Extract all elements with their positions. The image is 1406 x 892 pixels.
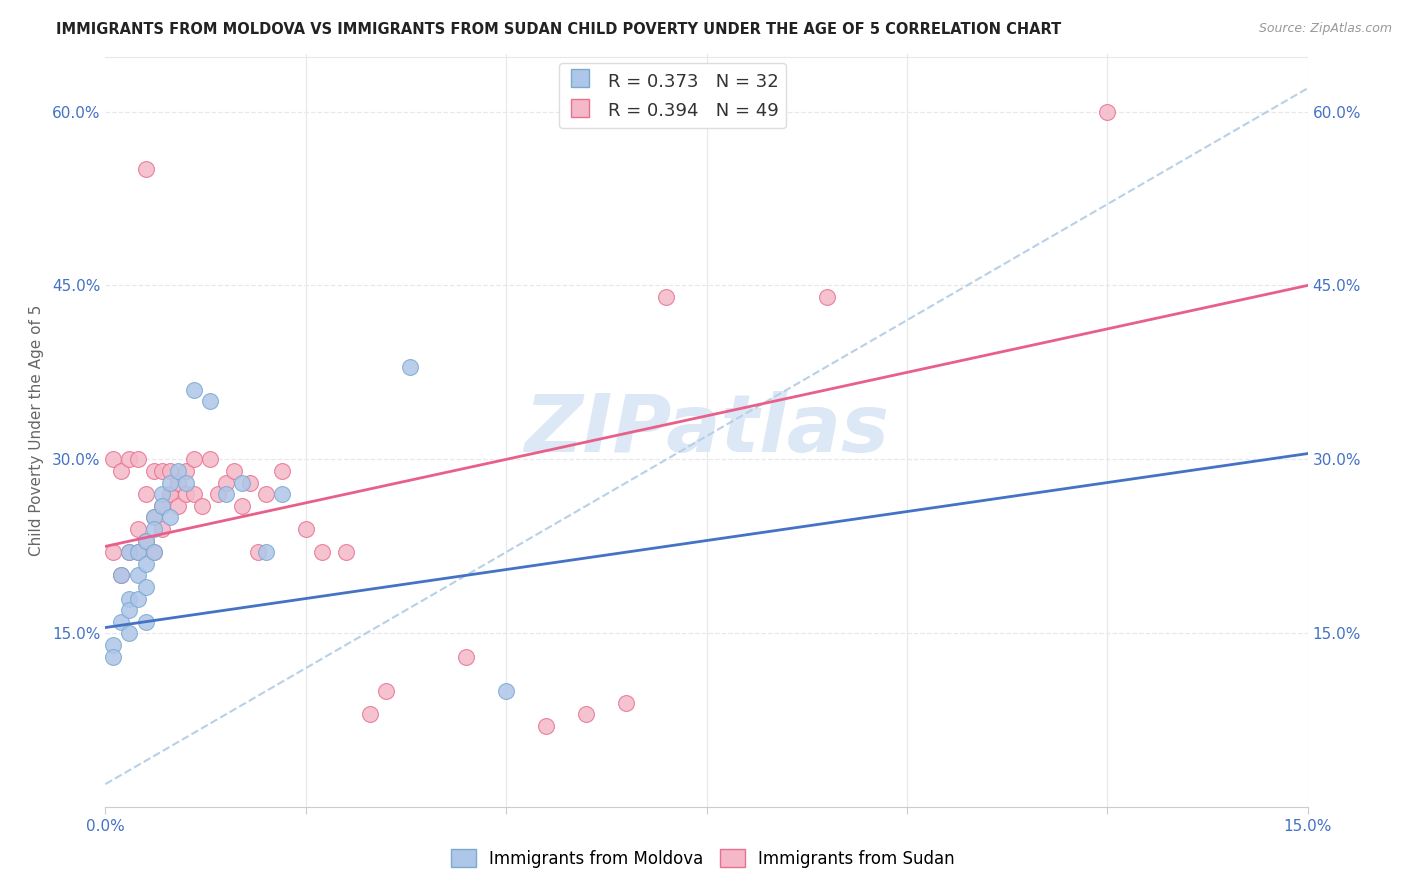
Text: Source: ZipAtlas.com: Source: ZipAtlas.com bbox=[1258, 22, 1392, 36]
Point bbox=[127, 591, 149, 606]
Point bbox=[815, 290, 838, 304]
Point bbox=[159, 464, 181, 478]
Point bbox=[110, 568, 132, 582]
Point bbox=[135, 557, 157, 571]
Point bbox=[150, 499, 173, 513]
Point bbox=[270, 487, 292, 501]
Point bbox=[359, 707, 381, 722]
Point bbox=[142, 510, 165, 524]
Point bbox=[110, 568, 132, 582]
Point bbox=[135, 533, 157, 548]
Point bbox=[127, 568, 149, 582]
Point bbox=[254, 487, 277, 501]
Text: ZIPatlas: ZIPatlas bbox=[524, 392, 889, 469]
Point bbox=[135, 487, 157, 501]
Point bbox=[118, 452, 141, 467]
Point bbox=[150, 522, 173, 536]
Point bbox=[127, 545, 149, 559]
Point bbox=[103, 545, 125, 559]
Point bbox=[183, 383, 205, 397]
Point bbox=[239, 475, 262, 490]
Point bbox=[495, 684, 517, 698]
Point bbox=[135, 615, 157, 629]
Point bbox=[190, 499, 212, 513]
Point bbox=[655, 290, 678, 304]
Point bbox=[118, 626, 141, 640]
Point bbox=[616, 696, 638, 710]
Point bbox=[118, 603, 141, 617]
Point bbox=[454, 649, 477, 664]
Point bbox=[159, 510, 181, 524]
Point bbox=[142, 510, 165, 524]
Point bbox=[174, 464, 197, 478]
Point bbox=[174, 475, 197, 490]
Point bbox=[183, 487, 205, 501]
Point bbox=[110, 615, 132, 629]
Point bbox=[166, 499, 188, 513]
Point bbox=[575, 707, 598, 722]
Point bbox=[127, 522, 149, 536]
Legend: Immigrants from Moldova, Immigrants from Sudan: Immigrants from Moldova, Immigrants from… bbox=[444, 843, 962, 874]
Point bbox=[142, 545, 165, 559]
Point bbox=[103, 452, 125, 467]
Point bbox=[222, 464, 245, 478]
Point bbox=[311, 545, 333, 559]
Point bbox=[150, 464, 173, 478]
Point bbox=[174, 487, 197, 501]
Point bbox=[231, 475, 253, 490]
Point bbox=[142, 545, 165, 559]
Point bbox=[118, 591, 141, 606]
Point bbox=[103, 649, 125, 664]
Point bbox=[118, 545, 141, 559]
Point bbox=[254, 545, 277, 559]
Point bbox=[1097, 104, 1119, 119]
Point bbox=[231, 499, 253, 513]
Point bbox=[335, 545, 357, 559]
Point bbox=[127, 545, 149, 559]
Point bbox=[214, 475, 236, 490]
Point bbox=[127, 452, 149, 467]
Point bbox=[118, 545, 141, 559]
Point bbox=[135, 580, 157, 594]
Point bbox=[246, 545, 269, 559]
Point bbox=[374, 684, 398, 698]
Point bbox=[399, 359, 422, 374]
Point bbox=[166, 475, 188, 490]
Point bbox=[159, 487, 181, 501]
Point bbox=[207, 487, 229, 501]
Point bbox=[183, 452, 205, 467]
Point bbox=[295, 522, 318, 536]
Point bbox=[166, 464, 188, 478]
Point bbox=[534, 719, 557, 733]
Point bbox=[270, 464, 292, 478]
Point bbox=[150, 499, 173, 513]
Point bbox=[110, 464, 132, 478]
Legend: R = 0.373   N = 32, R = 0.394   N = 49: R = 0.373 N = 32, R = 0.394 N = 49 bbox=[560, 62, 786, 128]
Point bbox=[159, 487, 181, 501]
Point bbox=[159, 475, 181, 490]
Point bbox=[135, 533, 157, 548]
Y-axis label: Child Poverty Under the Age of 5: Child Poverty Under the Age of 5 bbox=[28, 305, 44, 556]
Point bbox=[150, 487, 173, 501]
Point bbox=[103, 638, 125, 652]
Point bbox=[198, 394, 221, 409]
Point bbox=[135, 162, 157, 177]
Point bbox=[142, 522, 165, 536]
Point bbox=[214, 487, 236, 501]
Point bbox=[198, 452, 221, 467]
Text: IMMIGRANTS FROM MOLDOVA VS IMMIGRANTS FROM SUDAN CHILD POVERTY UNDER THE AGE OF : IMMIGRANTS FROM MOLDOVA VS IMMIGRANTS FR… bbox=[56, 22, 1062, 37]
Point bbox=[142, 464, 165, 478]
